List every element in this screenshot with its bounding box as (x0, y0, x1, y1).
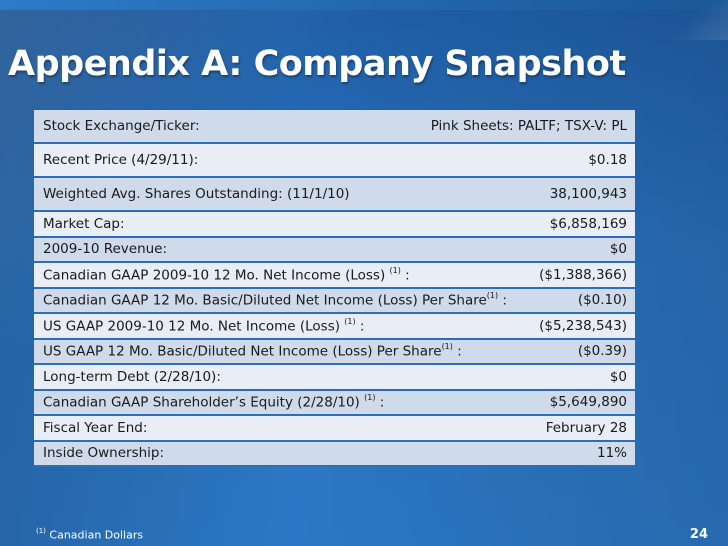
row-value: 38,100,943 (549, 186, 627, 202)
row-label: Stock Exchange/Ticker: (43, 118, 200, 134)
top-accent-bar (0, 0, 728, 10)
row-value: ($1,388,366) (539, 266, 627, 283)
table-row: 2009-10 Revenue: $0 (34, 237, 635, 263)
row-value: $0 (609, 241, 627, 258)
row-label: 2009-10 Revenue: (43, 241, 168, 258)
row-label: Fiscal Year End: (43, 419, 148, 436)
table-row: US GAAP 2009-10 12 Mo. Net Income (Loss)… (34, 314, 635, 340)
table-row: Canadian GAAP 2009-10 12 Mo. Net Income … (34, 263, 635, 289)
row-value: $0 (609, 368, 627, 385)
table-row: Long-term Debt (2/28/10): $0 (34, 365, 635, 391)
row-label: Long-term Debt (2/28/10): (43, 368, 221, 385)
table-row: Fiscal Year End: February 28 (34, 416, 635, 442)
row-label: Inside Ownership: (43, 445, 165, 462)
row-label: Recent Price (4/29/11): (43, 152, 199, 168)
row-label: Canadian GAAP 12 Mo. Basic/Diluted Net I… (43, 291, 507, 309)
footnote: (1) Canadian Dollars (36, 527, 144, 542)
row-value: $5,649,890 (549, 394, 627, 411)
row-value: ($5,238,543) (539, 317, 627, 334)
table-row: Canadian GAAP Shareholder’s Equity (2/28… (34, 390, 635, 416)
row-value: $0.18 (588, 152, 627, 168)
row-label: Market Cap: (43, 215, 125, 232)
row-value: 11% (596, 445, 627, 462)
table-row: Weighted Avg. Shares Outstanding: (11/1/… (34, 178, 635, 212)
row-value: $6,858,169 (549, 215, 627, 232)
company-snapshot-table: Stock Exchange/Ticker: Pink Sheets: PALT… (34, 110, 635, 467)
row-label: US GAAP 2009-10 12 Mo. Net Income (Loss)… (43, 316, 365, 335)
row-value: Pink Sheets: PALTF; TSX-V: PL (430, 118, 627, 134)
row-label: Canadian GAAP Shareholder’s Equity (2/28… (43, 393, 385, 411)
table-row: Recent Price (4/29/11): $0.18 (34, 144, 635, 178)
table-row: Inside Ownership: 11% (34, 441, 635, 467)
table-row: Canadian GAAP 12 Mo. Basic/Diluted Net I… (34, 288, 635, 314)
page-number: 24 (689, 527, 708, 542)
corner-decoration (668, 0, 728, 40)
table-row: Stock Exchange/Ticker: Pink Sheets: PALT… (34, 110, 635, 144)
row-value: ($0.10) (577, 292, 627, 309)
slide-title: Appendix A: Company Snapshot (8, 44, 626, 84)
row-label: Canadian GAAP 2009-10 12 Mo. Net Income … (43, 265, 410, 284)
row-value: ($0.39) (577, 343, 627, 360)
row-value: February 28 (545, 419, 627, 436)
row-label: Weighted Avg. Shares Outstanding: (11/1/… (43, 186, 350, 202)
row-label: US GAAP 12 Mo. Basic/Diluted Net Income … (43, 342, 462, 360)
table-row: Market Cap: $6,858,169 (34, 212, 635, 238)
table-row: US GAAP 12 Mo. Basic/Diluted Net Income … (34, 339, 635, 365)
